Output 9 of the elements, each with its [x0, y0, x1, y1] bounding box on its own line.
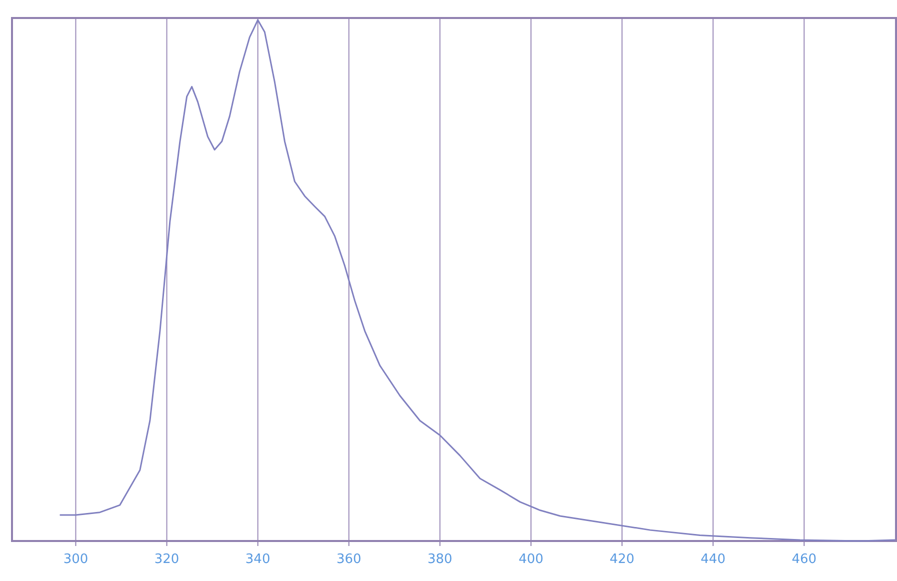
x-tick-label: 300	[63, 552, 88, 567]
x-tick-label: 320	[154, 552, 180, 567]
x-tick-label: 340	[245, 552, 270, 567]
x-tick-label: 400	[518, 552, 544, 567]
x-tick-label: 440	[700, 552, 726, 567]
x-tick-label: 360	[336, 552, 362, 567]
x-tick-label: 460	[792, 552, 817, 567]
x-tick-label: 420	[610, 552, 634, 567]
x-tick-label: 380	[428, 552, 452, 567]
